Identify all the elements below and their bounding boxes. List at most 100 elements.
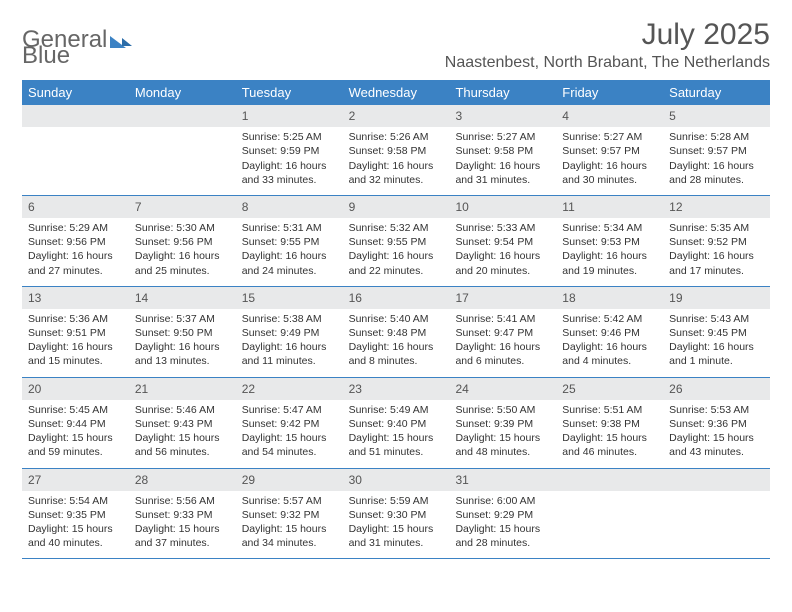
daylight-line2: and 1 minute.	[669, 354, 764, 368]
day-body: Sunrise: 5:41 AMSunset: 9:47 PMDaylight:…	[449, 309, 556, 377]
daylight-line1: Daylight: 15 hours	[455, 522, 550, 536]
sunset-text: Sunset: 9:52 PM	[669, 235, 764, 249]
sunrise-text: Sunrise: 5:49 AM	[349, 403, 444, 417]
day-16: 16Sunrise: 5:40 AMSunset: 9:48 PMDayligh…	[343, 287, 450, 377]
sunset-text: Sunset: 9:40 PM	[349, 417, 444, 431]
sunset-text: Sunset: 9:30 PM	[349, 508, 444, 522]
sunset-text: Sunset: 9:38 PM	[562, 417, 657, 431]
dow-wednesday: Wednesday	[343, 80, 450, 105]
daylight-line1: Daylight: 15 hours	[455, 431, 550, 445]
day-body: Sunrise: 5:40 AMSunset: 9:48 PMDaylight:…	[343, 309, 450, 377]
day-body: Sunrise: 5:59 AMSunset: 9:30 PMDaylight:…	[343, 491, 450, 559]
week-row: 1Sunrise: 5:25 AMSunset: 9:59 PMDaylight…	[22, 105, 770, 196]
daylight-line1: Daylight: 15 hours	[242, 431, 337, 445]
day-11: 11Sunrise: 5:34 AMSunset: 9:53 PMDayligh…	[556, 196, 663, 286]
day-number: 3	[449, 105, 556, 127]
day-number: 24	[449, 378, 556, 400]
sunrise-text: Sunrise: 5:35 AM	[669, 221, 764, 235]
day-number: 30	[343, 469, 450, 491]
day-29: 29Sunrise: 5:57 AMSunset: 9:32 PMDayligh…	[236, 469, 343, 559]
sunrise-text: Sunrise: 5:27 AM	[455, 130, 550, 144]
sunrise-text: Sunrise: 5:42 AM	[562, 312, 657, 326]
day-body: Sunrise: 5:29 AMSunset: 9:56 PMDaylight:…	[22, 218, 129, 286]
day-body: Sunrise: 5:53 AMSunset: 9:36 PMDaylight:…	[663, 400, 770, 468]
daylight-line1: Daylight: 16 hours	[669, 249, 764, 263]
day-12: 12 Sunrise: 5:35 AMSunset: 9:52 PMDayligh…	[663, 196, 770, 286]
daylight-line2: and 43 minutes.	[669, 445, 764, 459]
day-body: Sunrise: 5:27 AMSunset: 9:58 PMDaylight:…	[449, 127, 556, 195]
day-number: 7	[129, 196, 236, 218]
daylight-line2: and 13 minutes.	[135, 354, 230, 368]
day-body: Sunrise: 5:42 AMSunset: 9:46 PMDaylight:…	[556, 309, 663, 377]
day-body: Sunrise: 5:38 AMSunset: 9:49 PMDaylight:…	[236, 309, 343, 377]
day-number: 27	[22, 469, 129, 491]
day-number: 1	[236, 105, 343, 127]
daylight-line2: and 30 minutes.	[562, 173, 657, 187]
day-body: Sunrise: 5:26 AMSunset: 9:58 PMDaylight:…	[343, 127, 450, 195]
day-21: 21Sunrise: 5:46 AMSunset: 9:43 PMDayligh…	[129, 378, 236, 468]
daylight-line2: and 25 minutes.	[135, 264, 230, 278]
day-body: Sunrise: 5:31 AMSunset: 9:55 PMDaylight:…	[236, 218, 343, 286]
sunrise-text: Sunrise: 5:45 AM	[28, 403, 123, 417]
day-body: Sunrise: 5:49 AMSunset: 9:40 PMDaylight:…	[343, 400, 450, 468]
sunset-text: Sunset: 9:47 PM	[455, 326, 550, 340]
dow-sunday: Sunday	[22, 80, 129, 105]
logo-text-2: Blue	[22, 42, 770, 70]
daylight-line1: Daylight: 16 hours	[242, 159, 337, 173]
day-body: Sunrise: 5:50 AMSunset: 9:39 PMDaylight:…	[449, 400, 556, 468]
daylight-line2: and 31 minutes.	[349, 536, 444, 550]
day-10: 10Sunrise: 5:33 AMSunset: 9:54 PMDayligh…	[449, 196, 556, 286]
day-number: 2	[343, 105, 450, 127]
day-body: Sunrise: 5:43 AMSunset: 9:45 PMDaylight:…	[663, 309, 770, 377]
sunset-text: Sunset: 9:53 PM	[562, 235, 657, 249]
daylight-line2: and 20 minutes.	[455, 264, 550, 278]
daylight-line1: Daylight: 16 hours	[562, 340, 657, 354]
day-empty	[129, 105, 236, 195]
day-body: Sunrise: 5:25 AMSunset: 9:59 PMDaylight:…	[236, 127, 343, 195]
daylight-line1: Daylight: 16 hours	[455, 249, 550, 263]
day-empty	[556, 469, 663, 559]
day-number: 14	[129, 287, 236, 309]
sunrise-text: Sunrise: 5:36 AM	[28, 312, 123, 326]
sunrise-text: Sunrise: 5:40 AM	[349, 312, 444, 326]
sunset-text: Sunset: 9:59 PM	[242, 144, 337, 158]
day-body	[129, 127, 236, 185]
sunset-text: Sunset: 9:36 PM	[669, 417, 764, 431]
sunrise-text: Sunrise: 5:25 AM	[242, 130, 337, 144]
day-24: 24Sunrise: 5:50 AMSunset: 9:39 PMDayligh…	[449, 378, 556, 468]
daylight-line2: and 28 minutes.	[669, 173, 764, 187]
day-28: 28Sunrise: 5:56 AMSunset: 9:33 PMDayligh…	[129, 469, 236, 559]
daylight-line2: and 40 minutes.	[28, 536, 123, 550]
daylight-line2: and 11 minutes.	[242, 354, 337, 368]
daylight-line2: and 34 minutes.	[242, 536, 337, 550]
sunset-text: Sunset: 9:55 PM	[242, 235, 337, 249]
day-20: 20Sunrise: 5:45 AMSunset: 9:44 PMDayligh…	[22, 378, 129, 468]
day-body: Sunrise: 5:28 AMSunset: 9:57 PMDaylight:…	[663, 127, 770, 195]
daylight-line2: and 46 minutes.	[562, 445, 657, 459]
day-number: 19	[663, 287, 770, 309]
day-7: 7Sunrise: 5:30 AMSunset: 9:56 PMDaylight…	[129, 196, 236, 286]
day-31: 31Sunrise: 6:00 AMSunset: 9:29 PMDayligh…	[449, 469, 556, 559]
day-body: Sunrise: 5:34 AMSunset: 9:53 PMDaylight:…	[556, 218, 663, 286]
day-body: Sunrise: 5:51 AMSunset: 9:38 PMDaylight:…	[556, 400, 663, 468]
daylight-line2: and 54 minutes.	[242, 445, 337, 459]
daylight-line1: Daylight: 16 hours	[669, 340, 764, 354]
day-number: 11	[556, 196, 663, 218]
day-number: 12	[663, 196, 770, 218]
day-body: Sunrise: 5:57 AMSunset: 9:32 PMDaylight:…	[236, 491, 343, 559]
sunrise-text: Sunrise: 5:28 AM	[669, 130, 764, 144]
day-number: 25	[556, 378, 663, 400]
sunrise-text: Sunrise: 5:59 AM	[349, 494, 444, 508]
sunset-text: Sunset: 9:35 PM	[28, 508, 123, 522]
dow-friday: Friday	[556, 80, 663, 105]
sunset-text: Sunset: 9:50 PM	[135, 326, 230, 340]
week-row: 6Sunrise: 5:29 AMSunset: 9:56 PMDaylight…	[22, 196, 770, 287]
dow-saturday: Saturday	[663, 80, 770, 105]
day-body: Sunrise: 5:46 AMSunset: 9:43 PMDaylight:…	[129, 400, 236, 468]
day-14: 14Sunrise: 5:37 AMSunset: 9:50 PMDayligh…	[129, 287, 236, 377]
daylight-line1: Daylight: 16 hours	[349, 340, 444, 354]
day-empty	[22, 105, 129, 195]
daylight-line2: and 56 minutes.	[135, 445, 230, 459]
sunrise-text: Sunrise: 5:27 AM	[562, 130, 657, 144]
weeks-container: 1Sunrise: 5:25 AMSunset: 9:59 PMDaylight…	[22, 105, 770, 559]
